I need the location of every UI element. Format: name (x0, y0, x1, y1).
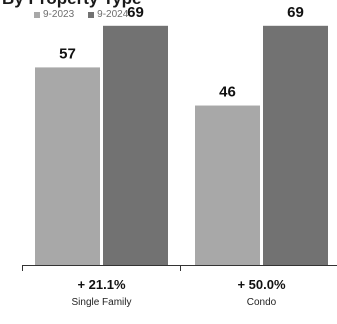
bar-single-family-9-2023 (35, 67, 100, 266)
chart-legend: 9-2023 9-2024 (34, 9, 128, 20)
category-label-single-family: Single Family (71, 297, 131, 308)
legend-item-2024: 9-2024 (88, 9, 128, 20)
bar-single-family-9-2024 (103, 25, 168, 265)
data-label-condo-9-2023: 46 (219, 84, 236, 101)
category-label-condo: Condo (247, 297, 277, 308)
legend-label-2023: 9-2023 (43, 9, 75, 20)
data-label-single-family-9-2023: 57 (59, 45, 76, 62)
legend-label-2024: 9-2024 (97, 9, 129, 20)
change-label-single-family: + 21.1% (77, 277, 126, 292)
chart-title-clip: By Property Type (0, 0, 337, 9)
data-label-condo-9-2024: 69 (287, 4, 304, 21)
legend-swatch-2023 (34, 11, 40, 18)
bar-condo-9-2023 (195, 105, 260, 266)
change-label-condo: + 50.0% (237, 277, 286, 292)
legend-item-2023: 9-2023 (34, 9, 74, 20)
bar-condo-9-2024 (263, 25, 328, 265)
chart-title: By Property Type (2, 0, 142, 9)
data-label-single-family-9-2024: 69 (127, 4, 144, 21)
legend-swatch-2024 (88, 11, 95, 18)
